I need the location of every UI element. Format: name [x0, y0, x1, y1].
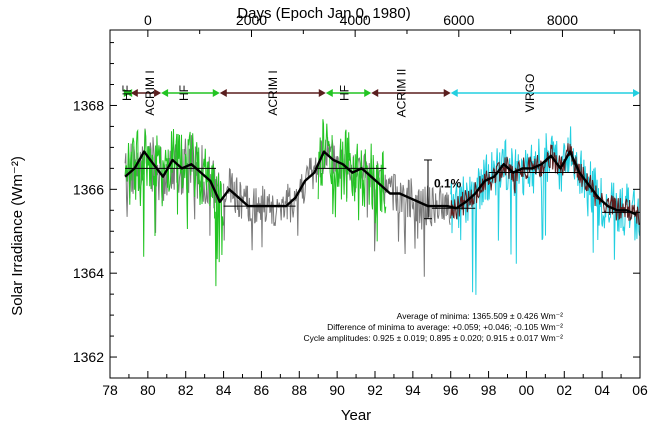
- y-tick-label: 1366: [73, 181, 104, 197]
- top-axis-label: Days (Epoch Jan 0, 1980): [237, 5, 410, 22]
- segment-arrowhead-left: [371, 89, 379, 97]
- hf-trace: [124, 128, 224, 287]
- top-tick-label: 0: [144, 12, 152, 28]
- composite-series-line: [124, 150, 637, 216]
- instrument-label: HF: [338, 85, 352, 101]
- instrument-label: HF: [120, 85, 134, 101]
- stats-line-2: Difference of minima to average: +0.059;…: [327, 322, 563, 332]
- instrument-label: ACRIM II: [395, 69, 409, 118]
- x-tick-label: 82: [178, 382, 194, 398]
- y-tick-label: 1362: [73, 349, 104, 365]
- x-tick-label: 06: [632, 382, 648, 398]
- composite-series-layer: [124, 150, 637, 216]
- scale-bar: 0.1%: [424, 159, 462, 220]
- virgo-trace: [450, 126, 640, 295]
- y-axis-label: Solar Irradiance (Wm⁻²): [9, 156, 26, 316]
- segment-arrowhead-right: [123, 89, 131, 97]
- segment-arrowhead-left: [325, 89, 333, 97]
- stats-block: Average of minima: 1365.509 ± 0.426 Wm⁻²…: [304, 311, 564, 343]
- x-tick-label: 84: [216, 382, 232, 398]
- segment-arrowhead-left: [219, 89, 227, 97]
- x-tick-label: 98: [481, 382, 497, 398]
- segment-arrowhead-right: [318, 89, 326, 97]
- y-tick-label: 1364: [73, 265, 104, 281]
- x-tick-label: 02: [556, 382, 572, 398]
- stats-line-1: Average of minima: 1365.509 ± 0.426 Wm⁻²: [397, 311, 563, 321]
- instrument-label: VIRGO: [523, 74, 537, 113]
- segment-arrowhead-left: [130, 89, 138, 97]
- segment-arrowhead-left: [450, 89, 458, 97]
- x-tick-label: 80: [140, 382, 156, 398]
- x-tick-label: 94: [405, 382, 421, 398]
- top-tick-label: 6000: [443, 12, 474, 28]
- scale-bar-label: 0.1%: [434, 176, 462, 190]
- x-tick-label: 92: [367, 382, 383, 398]
- y-tick-label: 1368: [73, 97, 104, 113]
- instrument-label: HF: [177, 85, 191, 101]
- axis-ticks-layer: 78 80 82 84 86 88 90 92 94 96 98 00 02 04 06 1362 1364 13…: [73, 12, 648, 398]
- x-tick-label: 88: [291, 382, 307, 398]
- segment-arrowhead-right: [633, 89, 640, 97]
- segment-arrowhead-right: [364, 89, 372, 97]
- instrument-label: ACRIM I: [143, 70, 157, 115]
- x-tick-label: 86: [254, 382, 270, 398]
- x-tick-label: 04: [594, 382, 610, 398]
- top-tick-label: 2000: [236, 12, 267, 28]
- segment-arrowhead-left: [161, 89, 169, 97]
- segment-arrowhead-right: [212, 89, 220, 97]
- x-tick-label: 96: [443, 382, 459, 398]
- instrument-label: ACRIM I: [266, 70, 280, 115]
- x-tick-label: 00: [519, 382, 535, 398]
- top-tick-label: 4000: [340, 12, 371, 28]
- x-tick-label: 90: [329, 382, 345, 398]
- daily-measurements-layer: [124, 119, 640, 295]
- top-tick-label: 8000: [547, 12, 578, 28]
- segment-arrowhead-right: [154, 89, 162, 97]
- stats-line-3: Cycle amplitudes: 0.925 ± 0.019; 0.895 ±…: [304, 333, 564, 343]
- x-axis-label: Year: [341, 407, 371, 424]
- x-tick-label: 78: [102, 382, 118, 398]
- hf-trace: [317, 119, 387, 242]
- segment-arrowhead-right: [443, 89, 451, 97]
- instrument-segments-layer: HF ACRIM I HF ACRIM I HF ACRIM II VIRGO: [120, 69, 640, 118]
